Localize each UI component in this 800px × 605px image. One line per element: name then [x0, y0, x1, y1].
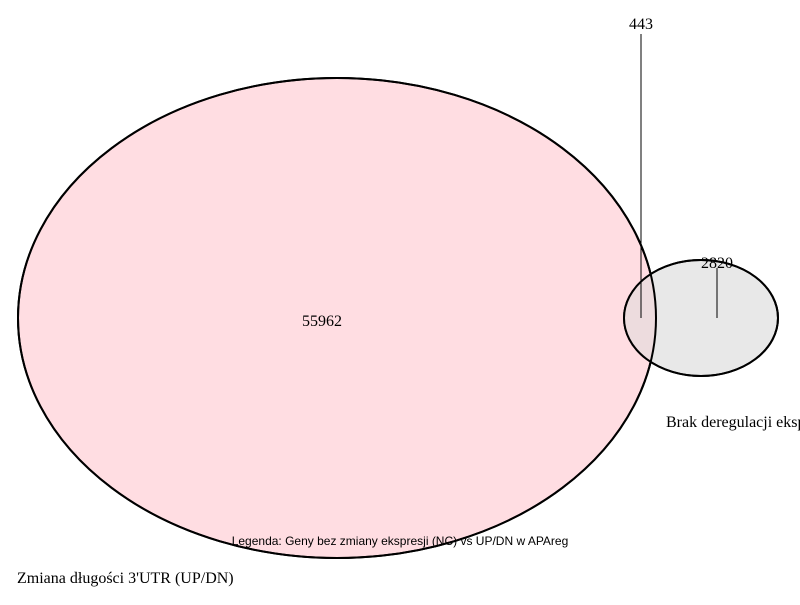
diagram-caption: Legenda: Geny bez zmiany ekspresji (NC) … — [232, 534, 569, 548]
set-a-only-count: 55962 — [302, 313, 342, 330]
set-b-label: Brak deregulacji ekspresji (NC) — [666, 414, 800, 431]
set-b-outline — [623, 259, 779, 377]
set-a-label: Zmiana długości 3'UTR (UP/DN) — [17, 570, 234, 587]
intersection-count: 443 — [629, 16, 653, 33]
set-a-outline — [17, 77, 657, 559]
set-b-only-count: 2820 — [701, 255, 733, 272]
